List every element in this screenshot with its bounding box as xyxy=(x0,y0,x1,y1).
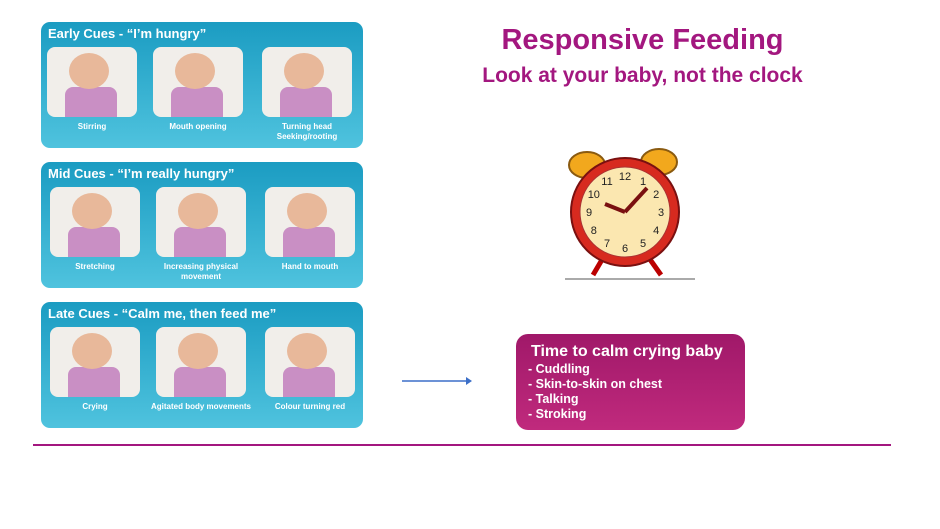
arrow-icon xyxy=(402,377,472,385)
cue-caption: Mouth opening xyxy=(169,122,227,131)
clock-number: 12 xyxy=(619,171,631,183)
cue-caption: Hand to mouth xyxy=(281,262,339,271)
panel-title: Mid Cues - “I’m really hungry” xyxy=(48,166,235,181)
clock-number: 7 xyxy=(604,238,610,250)
clock-number: 4 xyxy=(653,225,659,237)
list-item: - Talking xyxy=(528,392,579,406)
cue-caption: Colour turning red xyxy=(274,402,346,411)
cue-caption: Turning head Seeking/rooting xyxy=(276,122,338,141)
calm-title: Time to calm crying baby xyxy=(531,343,723,360)
baby-photo xyxy=(262,47,352,117)
cue-caption: Increasing physical movement xyxy=(163,262,239,281)
baby-photo xyxy=(265,187,355,257)
cue-caption: Stretching xyxy=(75,262,115,271)
cue-panel: Early Cues - “I’m hungry” Stirring Mouth o… xyxy=(41,22,363,148)
clock-number: 11 xyxy=(601,176,612,188)
baby-photo xyxy=(50,327,140,397)
baby-photo xyxy=(47,47,137,117)
list-item: - Stroking xyxy=(528,407,587,421)
baby-photo xyxy=(153,47,243,117)
clock-number: 1 xyxy=(640,176,646,188)
cue-caption: Stirring xyxy=(77,122,107,131)
baby-photo xyxy=(265,327,355,397)
cue-caption: Agitated body movements xyxy=(150,402,251,411)
cue-panel: Late Cues - “Calm me, then feed me” Cryin… xyxy=(41,302,363,428)
calm-list: - Cuddling - Skin-to-skin on chest - Tal… xyxy=(528,362,662,422)
clock-number: 9 xyxy=(586,207,592,219)
baby-photo xyxy=(50,187,140,257)
list-item: - Cuddling xyxy=(528,362,590,376)
divider-line xyxy=(33,444,891,446)
slide-subtitle: Look at your baby, not the clock xyxy=(482,64,803,87)
slide-title: Responsive Feeding xyxy=(501,24,784,56)
clock-number: 8 xyxy=(591,225,597,237)
cue-panel: Mid Cues - “I’m really hungry” Stretching… xyxy=(41,162,363,288)
clock-number: 2 xyxy=(653,189,659,201)
panel-title: Early Cues - “I’m hungry” xyxy=(48,26,207,41)
baby-photo xyxy=(156,327,246,397)
clock-number: 10 xyxy=(588,189,600,201)
panel-title: Late Cues - “Calm me, then feed me” xyxy=(48,306,277,321)
cue-caption: Crying xyxy=(82,402,108,411)
clock-number: 6 xyxy=(622,243,628,255)
clock-number: 5 xyxy=(640,238,646,250)
clock-number: 3 xyxy=(658,207,664,219)
baby-photo xyxy=(156,187,246,257)
list-item: - Skin-to-skin on chest xyxy=(528,377,663,391)
calm-baby-box: Time to calm crying baby - Cuddling - Sk… xyxy=(516,334,745,430)
